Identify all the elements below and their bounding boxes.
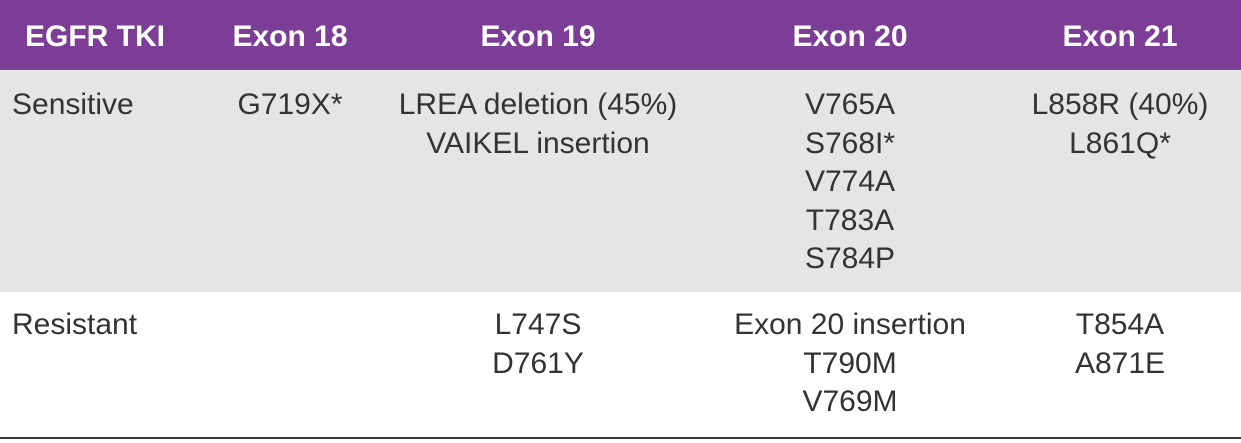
- header-exon-18: Exon 18: [232, 20, 348, 53]
- header-exon-21: Exon 21: [1062, 20, 1178, 53]
- mutation-item: V774A: [804, 165, 896, 198]
- row-label-sensitive: Sensitive: [12, 88, 134, 121]
- mutation-item: VAIKEL insertion: [426, 126, 650, 160]
- cell-resistant-exon19: L747S D761Y: [388, 306, 688, 383]
- table-row-resistant: Resistant L747S D761Y Exon 20 insertion …: [0, 292, 1241, 438]
- mutation-item: S784P: [804, 242, 896, 275]
- header-exon-19: Exon 19: [480, 20, 596, 53]
- cell-resistant-exon21: T854A A871E: [1005, 306, 1235, 383]
- header-egfr-tki: EGFR TKI: [25, 20, 165, 53]
- mutation-item: D761Y: [492, 346, 584, 380]
- table-row-sensitive: Sensitive G719X* LREA deletion (45%) VAI…: [0, 70, 1241, 292]
- row-label-resistant: Resistant: [12, 308, 138, 341]
- mutation-item: V769M: [802, 385, 898, 418]
- mutation-item: A871E: [1074, 346, 1166, 380]
- mutation-item: Exon 20 insertion: [734, 308, 966, 341]
- mutation-item: T790M: [803, 346, 897, 380]
- mutation-item: T854A: [1075, 308, 1165, 341]
- mutation-item: L861Q*: [1069, 126, 1171, 160]
- cell-resistant-exon20: Exon 20 insertion T790M V769M: [705, 306, 995, 422]
- mutation-item: L747S: [494, 308, 582, 341]
- mutation-item: S768I*: [804, 126, 896, 160]
- table-header: EGFR TKI Exon 18 Exon 19 Exon 20 Exon 21: [0, 0, 1241, 70]
- cell-sensitive-exon18: G719X*: [195, 86, 385, 125]
- mutation-item: G719X*: [237, 88, 343, 121]
- cell-sensitive-exon21: L858R (40%) L861Q*: [1005, 86, 1235, 163]
- mutation-item: L858R (40%): [1031, 88, 1209, 121]
- cell-sensitive-exon20: V765A S768I* V774A T783A S784P: [705, 86, 995, 279]
- cell-sensitive-exon19: LREA deletion (45%) VAIKEL insertion: [388, 86, 688, 163]
- mutation-item: T783A: [805, 203, 895, 237]
- header-exon-20: Exon 20: [792, 20, 908, 53]
- table-bottom-rule: [0, 437, 1241, 439]
- mutation-item: V765A: [804, 88, 896, 121]
- mutation-item: LREA deletion (45%): [398, 88, 678, 121]
